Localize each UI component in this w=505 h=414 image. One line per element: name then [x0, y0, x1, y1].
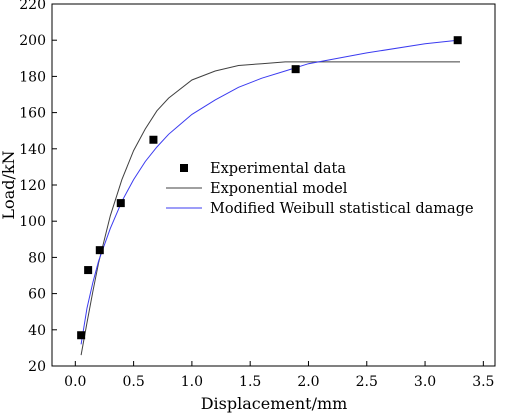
- x-tick-label: 1.5: [239, 374, 261, 390]
- legend-marker: [180, 164, 188, 172]
- x-tick-label: 3.0: [414, 374, 436, 390]
- y-tick-label: 200: [19, 33, 46, 49]
- legend-label: Experimental data: [210, 161, 346, 177]
- x-tick-label: 2.5: [356, 374, 378, 390]
- series-line-2: [80, 39, 458, 345]
- y-tick-label: 40: [28, 323, 46, 339]
- y-axis-ticks: 20 40 60 80 100 120 140 160 180 200 220: [19, 0, 57, 375]
- y-tick-label: 140: [19, 142, 46, 158]
- series-lines: [80, 39, 460, 356]
- data-point: [84, 266, 93, 275]
- legend-label: Exponential model: [210, 181, 348, 197]
- x-axis-ticks: 0.0 0.5 1.0 1.5 2.0 2.5 3.0 3.5: [64, 361, 494, 390]
- y-tick-label: 180: [19, 69, 46, 85]
- plot-area: 20 40 60 80 100 120 140 160 180 200 220 0.0 0.5 1.0 1…: [19, 0, 496, 390]
- legend: Experimental data Exponential model Modifi…: [166, 161, 474, 217]
- x-tick-label: 0.5: [122, 374, 144, 390]
- legend-label: Modified Weibull statistical damage: [210, 201, 474, 217]
- y-tick-label: 60: [28, 287, 46, 303]
- data-point: [149, 135, 158, 144]
- y-tick-label: 120: [19, 178, 46, 194]
- data-point: [77, 331, 86, 340]
- y-tick-label: 80: [28, 250, 46, 266]
- data-point: [291, 65, 300, 74]
- x-tick-label: 3.5: [472, 374, 494, 390]
- x-tick-label: 0.0: [64, 374, 86, 390]
- y-tick-label: 20: [28, 359, 46, 375]
- x-axis-title: Displacement/mm: [201, 394, 348, 413]
- data-point: [116, 199, 125, 208]
- data-point: [453, 36, 462, 45]
- y-tick-label: 100: [19, 214, 46, 230]
- y-tick-label: 160: [19, 106, 46, 122]
- x-tick-label: 2.0: [297, 374, 319, 390]
- x-tick-label: 1.0: [181, 374, 203, 390]
- data-point: [95, 246, 104, 255]
- data-points: [77, 36, 462, 340]
- y-axis-title: Load/kN: [0, 150, 18, 219]
- y-tick-label: 220: [19, 0, 46, 13]
